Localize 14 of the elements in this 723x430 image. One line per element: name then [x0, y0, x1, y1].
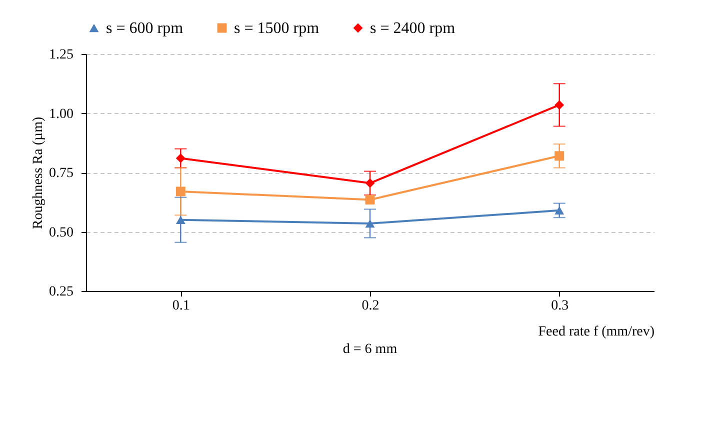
y-tick-label: 1.00 [49, 106, 74, 122]
y-tick-label: 1.25 [49, 48, 74, 62]
y-tick-label: 0.75 [49, 166, 74, 181]
x-axis-title: Feed rate f (mm/rev) [538, 324, 655, 340]
legend-label: s = 2400 rpm [370, 20, 456, 37]
text: d = 6 mm [342, 342, 398, 357]
legend-label: s = 600 rpm [106, 20, 184, 37]
x-tick-label: 0.1 [172, 298, 190, 314]
y-tick-label: 0.25 [49, 284, 74, 300]
y-tick-label: 0.50 [49, 225, 74, 240]
legend-label: s = 1500 rpm [234, 20, 320, 37]
y-axis-title: Roughness Ra (µm) [31, 116, 46, 230]
x-tick-label: 0.3 [551, 298, 569, 314]
x-tick-label: 0.2 [362, 298, 380, 314]
